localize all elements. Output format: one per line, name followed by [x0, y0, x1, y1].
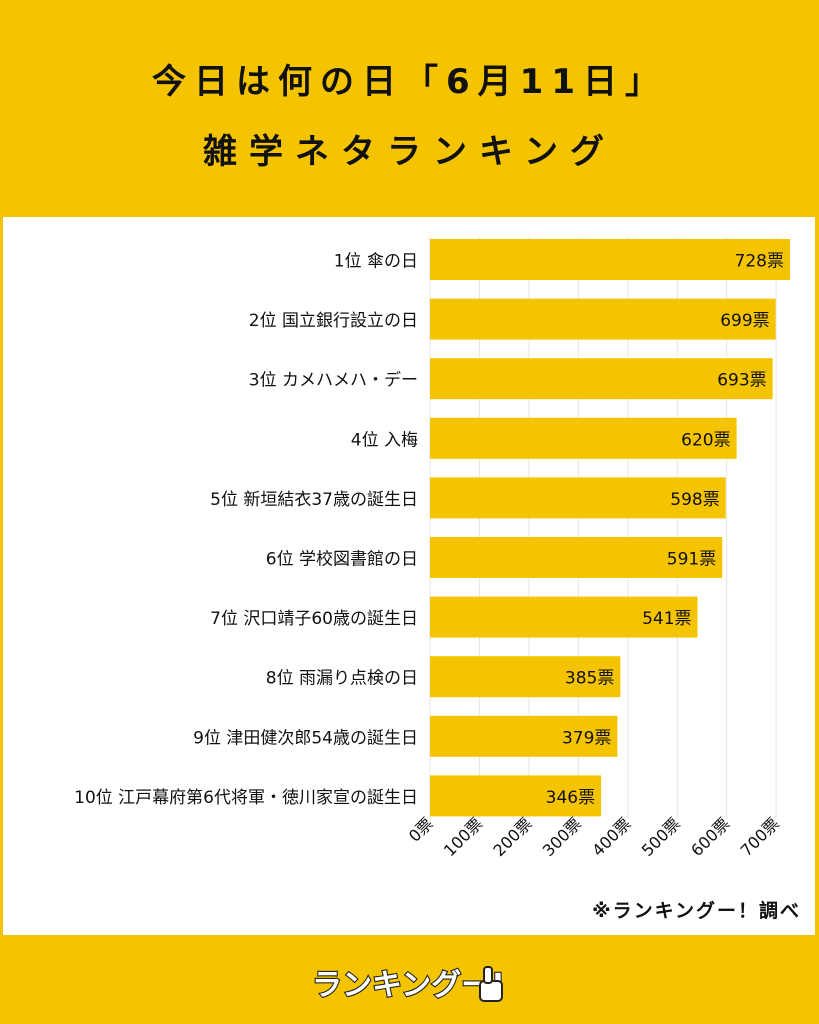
bar: [430, 775, 602, 817]
category-label: 8位 雨漏り点検の日: [266, 669, 418, 689]
x-tick-label: 600票: [687, 814, 733, 860]
chart-panel: 1位 傘の日 728票 2位 国立銀行設立の日 699票 3位 カメハメハ・デー 693票…: [3, 217, 815, 935]
category-label: 5位 新垣結衣37歳の誕生日: [210, 490, 418, 510]
bar: [430, 656, 621, 698]
ranking-logo: ランキングー!: [311, 966, 506, 1004]
value-label: 598票: [670, 490, 719, 510]
x-tick-label: 300票: [539, 814, 585, 860]
category-label: 9位 津田健次郎54歳の誕生日: [193, 728, 418, 748]
value-label: 620票: [681, 430, 730, 450]
value-label: 346票: [546, 788, 595, 808]
bar: [430, 477, 726, 519]
x-tick-label: 400票: [588, 814, 634, 860]
page-header: 今日は何の日「6月11日」 雑学ネタランキング: [0, 0, 819, 215]
category-label: 7位 沢口靖子60歳の誕生日: [210, 609, 418, 629]
page-subtitle: 雑学ネタランキング: [203, 132, 616, 172]
category-label: 10位 江戸幕府第6代将軍・徳川家宣の誕生日: [74, 788, 418, 808]
bar: [430, 715, 618, 757]
category-label: 2位 国立銀行設立の日: [249, 311, 418, 331]
value-label: 693票: [717, 371, 766, 391]
bar: [430, 298, 776, 340]
x-tick-label: 100票: [440, 814, 486, 860]
category-label: 1位 傘の日: [334, 252, 418, 272]
bar: [430, 358, 773, 400]
value-label: 385票: [565, 669, 614, 689]
x-tick-label: 700票: [737, 814, 783, 860]
bar: [430, 596, 698, 638]
bar: [430, 417, 737, 459]
x-tick-label: 500票: [638, 814, 684, 860]
thumbs-up-icon: [479, 966, 503, 1002]
value-label: 541票: [642, 609, 691, 629]
bar: [430, 537, 723, 578]
category-label: 3位 カメハメハ・デー: [249, 370, 418, 391]
bar-chart: 1位 傘の日 728票 2位 国立銀行設立の日 699票 3位 カメハメハ・デー 693票…: [74, 237, 790, 860]
value-label: 591票: [667, 550, 716, 570]
x-tick-label: 0票: [405, 814, 437, 846]
source-credit: ※ランキングー！調べ: [592, 900, 801, 922]
value-label: 699票: [720, 311, 769, 331]
page-title: 今日は何の日「6月11日」: [152, 62, 667, 102]
value-label: 728票: [735, 252, 784, 272]
x-tick-label: 200票: [489, 814, 535, 860]
logo-text: ランキングー!: [312, 968, 505, 1003]
category-label: 4位 入梅: [351, 430, 418, 450]
category-label: 6位 学校図書館の日: [266, 550, 418, 570]
value-label: 379票: [562, 728, 611, 748]
bar: [430, 239, 790, 280]
